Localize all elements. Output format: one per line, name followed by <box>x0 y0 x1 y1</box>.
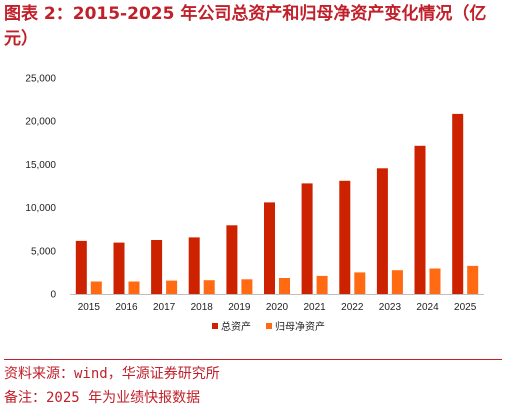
total-assets-bar-2020 <box>264 202 275 294</box>
source-note: 资料来源：wind，华源证券研究所 <box>4 366 220 382</box>
total-assets-bar-2018 <box>188 237 200 294</box>
x-tick-label: 2022 <box>341 302 364 313</box>
net-assets-bar-2022 <box>354 272 366 294</box>
net-assets-bar-2023 <box>391 270 403 294</box>
legend-label: 归母净资产 <box>275 320 325 333</box>
total-assets-bar-2015 <box>75 240 87 294</box>
chart-title: 图表 2：2015-2025 年公司总资产和归母净资产变化情况（亿元） <box>4 4 487 49</box>
y-axis: 0 5,000 10,000 15,000 20,000 25,000 <box>25 74 56 301</box>
x-tick-label: 2017 <box>153 302 176 313</box>
y-tick-label: 10,000 <box>25 203 56 214</box>
y-tick-label: 5,000 <box>31 246 56 257</box>
legend-label: 总资产 <box>221 320 251 333</box>
net-assets-bar-2016 <box>128 281 140 294</box>
total-assets-bar-2017 <box>151 240 163 294</box>
net-assets-bar-2018 <box>203 280 215 294</box>
net-assets-bar-2021 <box>316 275 328 294</box>
x-tick-label: 2021 <box>304 302 327 313</box>
legend-swatch <box>212 323 218 329</box>
total-assets-bar-2023 <box>376 168 388 294</box>
net-assets-bar-2020 <box>279 278 290 294</box>
net-assets-bar-2019 <box>241 279 253 294</box>
net-assets-bar-2025 <box>467 265 479 294</box>
total-assets-bar-2016 <box>113 242 125 294</box>
net-assets-bar-2017 <box>166 280 178 294</box>
net-assets-bar-2024 <box>429 268 441 294</box>
x-tick-label: 2024 <box>416 302 439 313</box>
y-tick-label: 0 <box>50 290 56 301</box>
bar-series <box>75 113 479 295</box>
x-tick-label: 2018 <box>191 302 214 313</box>
x-axis: 2015 2016 2017 2018 2019 2020 2021 2022 2023 2024… <box>78 302 477 313</box>
y-tick-label: 25,000 <box>25 74 56 85</box>
x-tick-label: 2023 <box>379 302 402 313</box>
total-assets-bar-2022 <box>339 180 351 294</box>
x-tick-label: 2020 <box>266 302 289 313</box>
footer-divider <box>4 359 502 360</box>
x-tick-label: 2016 <box>115 302 138 313</box>
net-assets-bar-2015 <box>90 281 102 294</box>
y-tick-label: 20,000 <box>25 117 56 128</box>
legend-swatch <box>266 323 272 329</box>
x-tick-label: 2019 <box>228 302 251 313</box>
y-tick-label: 15,000 <box>25 160 56 171</box>
x-tick-label: 2025 <box>454 302 477 313</box>
total-assets-bar-2021 <box>301 183 313 294</box>
total-assets-bar-2025 <box>452 113 464 295</box>
remark-note: 备注：2025 年为业绩快报数据 <box>4 390 201 406</box>
total-assets-bar-2024 <box>414 145 426 294</box>
total-assets-bar-2019 <box>226 225 238 294</box>
chart-area: 0 5,000 10,000 15,000 20,000 25,000 2015 2016 2… <box>0 56 506 356</box>
x-tick-label: 2015 <box>78 302 101 313</box>
legend: 总资产 归母净资产 <box>212 320 325 333</box>
